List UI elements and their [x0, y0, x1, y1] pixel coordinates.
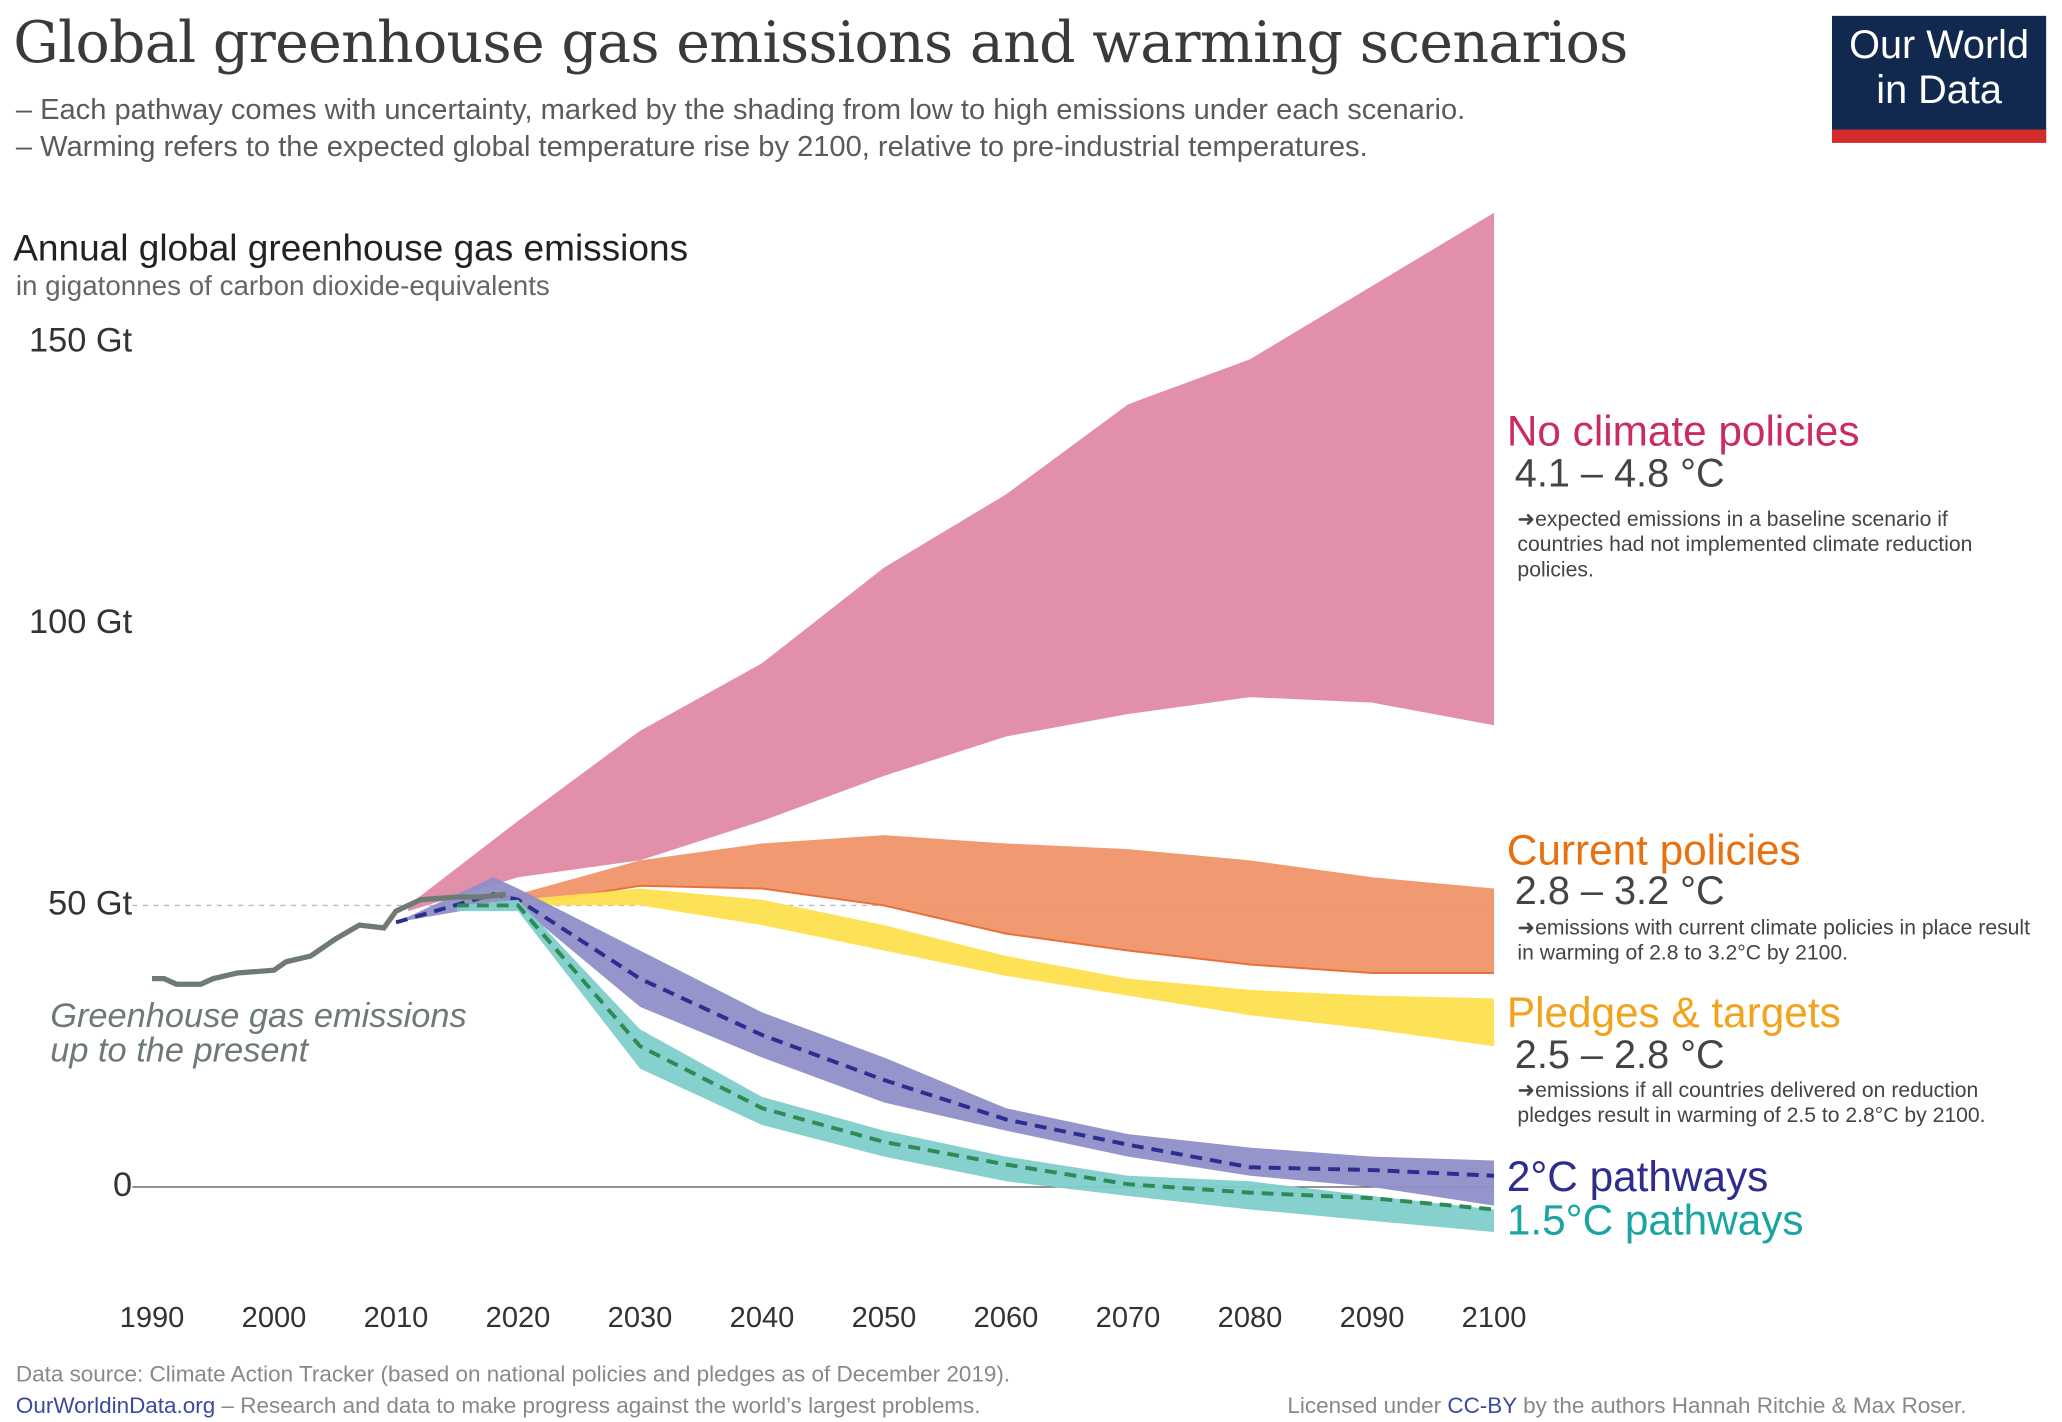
scenario-note: emissions with current climate policies …	[1517, 917, 2030, 965]
owid-link[interactable]: OurWorldinData.org	[15, 1393, 216, 1419]
scenario-note-block: ➜emissions with current climate policies…	[1517, 916, 2033, 966]
logo-red-bar	[1832, 129, 2047, 143]
x-tick-label: 2080	[1217, 1300, 1283, 1334]
y-tick-label: 0	[113, 1164, 133, 1205]
x-tick-label: 2020	[485, 1300, 551, 1334]
x-tick-label: 1990	[119, 1300, 185, 1334]
x-tick-label: 2000	[241, 1300, 307, 1334]
series-label: Current policies	[1506, 826, 1801, 874]
logo-line-2: in Data	[1876, 68, 2002, 113]
warming-range: 2.5 – 2.8 °C	[1514, 1033, 1725, 1078]
x-tick-label: 2010	[363, 1300, 429, 1334]
scenario-note-block: ➜expected emissions in a baseline scenar…	[1517, 508, 2033, 583]
series-label: 2°C pathways	[1506, 1152, 1769, 1201]
band-2-c-pathways	[396, 877, 1495, 1206]
chart-title: Global greenhouse gas emissions and warm…	[13, 10, 1628, 77]
band-pledges-targets	[457, 888, 1495, 1047]
scenario-note: expected emissions in a baseline scenari…	[1517, 508, 1973, 582]
median-1-5-c-pathways	[457, 903, 1495, 1212]
subtitle-line-1: – Each pathway comes with uncertainty, m…	[15, 92, 1466, 126]
y-tick-label: 100 Gt	[28, 601, 133, 642]
x-tick-label: 2060	[973, 1300, 1039, 1334]
license-prefix: Licensed under	[1287, 1393, 1448, 1419]
warming-range: 4.1 – 4.8 °C	[1514, 452, 1725, 496]
y-axis-title: Annual global greenhouse gas emissions	[13, 227, 689, 269]
y-axis-unit: in gigatonnes of carbon dioxide-equivale…	[15, 270, 550, 302]
license: Licensed under CC-BY by the authors Hann…	[1287, 1393, 1966, 1419]
historical-emissions-line	[152, 891, 507, 987]
series-label: No climate policies	[1506, 407, 1860, 455]
arrow-icon: ➜	[1517, 508, 1536, 532]
y-tick-label: 50 Gt	[48, 882, 133, 923]
historical-label: Greenhouse gas emissions up to the prese…	[50, 995, 467, 1070]
series-label: Pledges & targets	[1506, 988, 1841, 1037]
series-label: 1.5°C pathways	[1506, 1196, 1804, 1244]
cc-by-link[interactable]: CC-BY	[1447, 1393, 1517, 1419]
scenario-note-block: ➜emissions if all countries delivered on…	[1517, 1079, 2033, 1129]
scenario-note: emissions if all countries delivered on …	[1517, 1079, 1986, 1128]
tagline: – Research and data to make progress aga…	[215, 1393, 981, 1419]
median-2-c-pathways	[395, 892, 1495, 1178]
y-tick-label: 150 Gt	[28, 319, 133, 360]
x-tick-label: 2100	[1461, 1300, 1527, 1334]
data-source: Data source: Climate Action Tracker (bas…	[15, 1361, 1011, 1387]
arrow-icon: ➜	[1517, 1079, 1536, 1103]
subtitle-line-2: – Warming refers to the expected global …	[15, 129, 1368, 163]
x-tick-label: 2070	[1095, 1300, 1161, 1334]
x-tick-label: 2090	[1339, 1300, 1405, 1334]
band-current-policies	[457, 835, 1495, 973]
x-tick-label: 2050	[851, 1300, 917, 1334]
license-suffix: by the authors Hannah Ritchie & Max Rose…	[1516, 1393, 1967, 1419]
x-tick-label: 2040	[729, 1300, 795, 1334]
arrow-icon: ➜	[1517, 917, 1536, 940]
band-no-climate-policies	[408, 212, 1495, 912]
owid-logo[interactable]: Our World in Data	[1832, 15, 2047, 143]
logo-line-1: Our World	[1849, 23, 2030, 68]
footer-left: OurWorldinData.org – Research and data t…	[16, 1393, 981, 1419]
x-tick-label: 2030	[607, 1300, 673, 1334]
warming-range: 2.8 – 3.2 °C	[1514, 869, 1725, 914]
